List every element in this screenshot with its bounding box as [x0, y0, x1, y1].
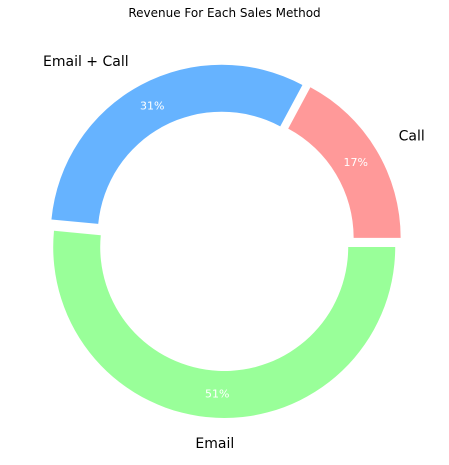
slice-call	[288, 87, 401, 238]
category-label-call: Call	[399, 129, 425, 145]
category-label-email-call: Email + Call	[43, 54, 129, 70]
slice-email-call	[51, 64, 303, 224]
slice-email	[53, 230, 396, 418]
value-label-call: 17%	[344, 156, 368, 169]
donut-slices	[51, 64, 401, 418]
chart-title: Revenue For Each Sales Method	[128, 6, 320, 20]
donut-labels: 17% Call 31% Email + Call 51% Email	[43, 54, 425, 452]
value-label-email-call: 31%	[140, 100, 164, 113]
value-label-email: 51%	[205, 387, 229, 400]
category-label-email: Email	[195, 436, 234, 452]
